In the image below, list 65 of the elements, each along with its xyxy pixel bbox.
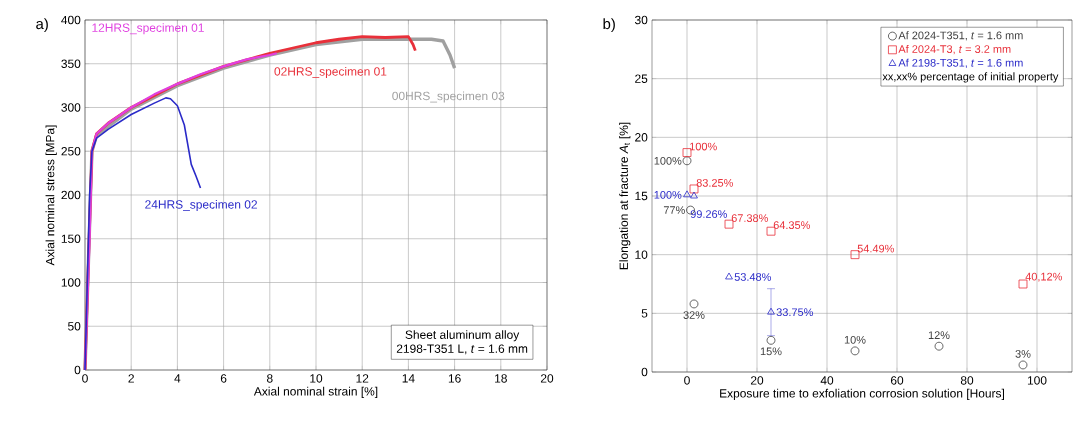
annotation: 33.75%	[776, 308, 813, 317]
annotation: 12%	[928, 331, 950, 339]
y-tick-label: 0	[74, 365, 81, 375]
annotation: 100%	[654, 190, 682, 199]
annotation: 99.26%	[690, 210, 727, 218]
annotation: 83.25%	[696, 179, 733, 187]
annotation: 3%	[1015, 350, 1031, 358]
y-tick-label: 30	[634, 15, 648, 25]
y-tick-label: 15	[635, 191, 648, 201]
annotation: 100%	[690, 142, 717, 151]
legend-label: Af 2024-T351, t = 1.6 mm	[898, 31, 1023, 41]
annotation: 64.35%	[773, 221, 810, 229]
y-tick-label: 200	[61, 190, 81, 200]
annotation: Sheet aluminum alloy	[405, 330, 520, 342]
x-tick-label: 80	[960, 376, 974, 385]
y-tick-label: 20	[635, 133, 648, 142]
annotation: 10%	[844, 335, 866, 344]
y-tick-label: 50	[68, 322, 81, 331]
x-tick-label: 6	[220, 374, 227, 383]
annotation: 77%	[663, 206, 685, 214]
annotation: 40,12%	[1025, 272, 1062, 282]
x-tick-label: 0	[82, 374, 88, 383]
y-tick-label: 250	[61, 147, 81, 156]
x-axis-title: Axial nominal strain [%]	[253, 386, 378, 398]
series-label: 24HRS_specimen 02	[145, 199, 257, 212]
series-label: 02HRS_specimen 01	[274, 66, 387, 79]
annotation: 2198-T351 L, t = 1.6 mm	[396, 344, 528, 355]
x-tick-label: 20	[750, 376, 764, 385]
x-tick-label: 14	[402, 374, 415, 383]
y-axis-title: Elongation at fracture A$_{t}$ [%]	[619, 122, 631, 270]
x-tick-label: 40	[820, 376, 834, 385]
annotation: 32%	[683, 311, 705, 319]
y-tick-label: 150	[61, 234, 81, 243]
x-tick-label: 60	[890, 376, 904, 385]
x-tick-label: 10	[310, 374, 323, 383]
chart-title: a)	[36, 18, 48, 33]
y-tick-label: 10	[635, 250, 648, 259]
chart-title: b)	[603, 18, 615, 33]
x-tick-label: 16	[448, 374, 461, 383]
x-tick-label: 18	[495, 374, 507, 383]
legend-label: Af 2198-T351, t = 1.6 mm	[898, 58, 1023, 68]
annotation: 15%	[760, 347, 782, 356]
x-tick-label: 100	[1027, 376, 1047, 385]
x-tick-label: 8	[266, 374, 273, 383]
x-tick-label: 2	[128, 374, 134, 383]
y-tick-label: 400	[61, 15, 81, 25]
y-axis-title: Axial nominal stress [MPa]	[45, 125, 57, 266]
text: 00HRS_specimen 03	[392, 91, 505, 103]
y-tick-label: 100	[61, 278, 81, 287]
x-tick-label: 4	[174, 374, 181, 383]
x-tick-label: 20	[540, 374, 554, 383]
annotation: 67.38%	[731, 214, 768, 222]
y-tick-label: 300	[61, 103, 81, 112]
x-axis-title: Exposure time to exfoliation corrosion solution [Hours]	[720, 388, 1004, 400]
annotation: 54.49%	[857, 244, 894, 253]
annotation: 53.48%	[734, 273, 771, 281]
y-tick-label: 350	[61, 59, 81, 68]
text: 12HRS_specimen 01	[92, 23, 204, 35]
annotation: xx,xx% percentage of initial property	[882, 72, 1059, 83]
y-tick-label: 25	[635, 74, 648, 83]
legend-label: Af 2024-T3, t = 3.2 mm	[898, 44, 1011, 55]
x-tick-label: 0	[684, 376, 690, 385]
x-tick-label: 12	[356, 374, 369, 383]
y-tick-label: 5	[641, 309, 648, 318]
annotation: 100%	[654, 156, 682, 165]
